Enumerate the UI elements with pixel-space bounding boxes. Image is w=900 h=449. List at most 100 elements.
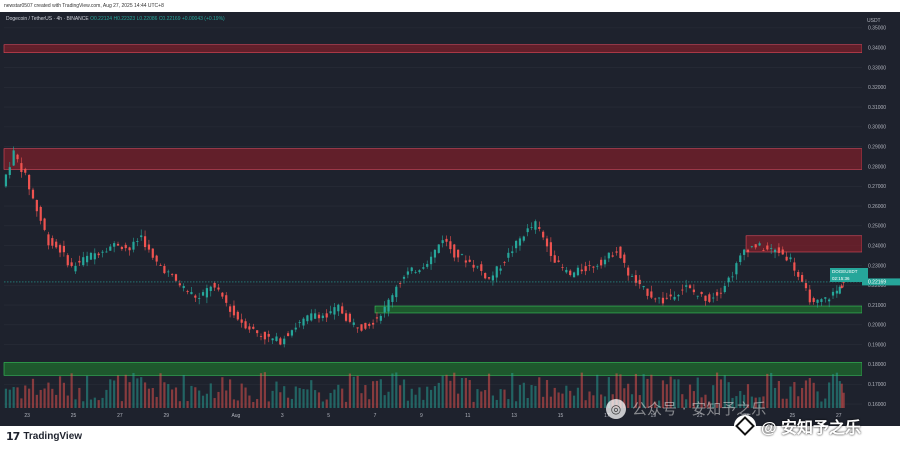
candle-body (750, 246, 753, 248)
candle-body (557, 260, 560, 262)
volume-bar (514, 401, 518, 408)
volume-bar (78, 387, 81, 408)
candle-body (840, 285, 843, 289)
candle-body (657, 297, 661, 299)
volume-bar (275, 381, 278, 408)
candle-body (816, 299, 819, 303)
volume-bar (290, 398, 294, 408)
candle-body (20, 163, 23, 173)
volume-bar (39, 389, 42, 408)
candle-body (789, 257, 792, 260)
candle-body (600, 259, 603, 266)
candle-body (797, 272, 800, 277)
candle-body (472, 264, 475, 268)
volume-bar (352, 376, 355, 408)
time-tick-label: 15 (558, 413, 564, 419)
volume-bar (712, 385, 715, 408)
volume-bar (360, 393, 363, 408)
change-value: +0.00043 (+0.19%) (181, 16, 225, 22)
candle-body (565, 269, 568, 273)
candle-body (294, 327, 297, 330)
price-axis-unit: USDT (867, 18, 881, 24)
candle-body (661, 297, 665, 304)
volume-bar (576, 387, 580, 408)
volume-bar (399, 385, 402, 408)
watermark-main-text: @ 安知予之乐 (761, 420, 862, 437)
candle-body (704, 295, 707, 301)
candlestick-chart[interactable]: USDT 0.16000 0.17000 0.18000 0.19000 0.20000 0… (0, 12, 900, 426)
volume-bar (445, 374, 448, 408)
volume-bar (812, 382, 815, 408)
candle-body (356, 327, 359, 329)
candle-body (171, 274, 174, 276)
volume-bar (565, 385, 568, 408)
candle-body (375, 317, 379, 319)
price-tick-label: 0.35000 (868, 26, 886, 32)
volume-bar (630, 394, 634, 408)
candle-body (793, 262, 796, 271)
candle-body (271, 338, 274, 341)
candle-body (82, 257, 85, 266)
candle-body (414, 272, 417, 273)
volume-bar (661, 380, 665, 408)
candle-body (429, 256, 433, 265)
candle-body (16, 154, 19, 160)
candle-body (182, 285, 185, 289)
candle-body (151, 248, 154, 258)
candle-body (491, 275, 495, 281)
candle-body (623, 254, 626, 263)
volume-bar (607, 377, 610, 408)
price-axis-bg (862, 12, 900, 426)
volume-bar (93, 397, 96, 408)
volume-bar (522, 382, 525, 408)
candle-body (723, 285, 726, 293)
time-tick-label: 21 (697, 413, 703, 419)
candle-body (743, 249, 746, 255)
candle-body (317, 314, 321, 319)
time-tick-label: 27 (117, 413, 123, 419)
price-tick-label: 0.29000 (868, 144, 886, 150)
candle-body (712, 297, 715, 299)
volume-bar (387, 391, 390, 408)
volume-bar (228, 379, 232, 408)
volume-bar (163, 382, 166, 408)
volume-bar (789, 386, 792, 408)
candle-body (364, 322, 367, 329)
volume-bar (225, 390, 228, 408)
candle-body (638, 279, 641, 285)
candle-body (136, 241, 139, 242)
volume-bar (256, 399, 259, 408)
chart-panel[interactable]: USDT 0.16000 0.17000 0.18000 0.19000 0.20000 0… (0, 12, 900, 426)
candle-body (627, 267, 630, 276)
volume-bar (754, 397, 757, 408)
candle-body (228, 306, 232, 312)
candle-body (205, 288, 209, 298)
candle-body (770, 248, 773, 249)
volume-bar (232, 399, 236, 408)
candle-body (828, 299, 831, 302)
candle-body (464, 260, 467, 263)
volume-bar (433, 386, 437, 408)
candle-body (708, 294, 711, 302)
candle-body (283, 338, 286, 345)
volume-bar (221, 377, 224, 408)
volume-bar (758, 397, 761, 408)
candle-body (105, 251, 108, 253)
candle-body (611, 255, 614, 257)
volume-bar (101, 397, 104, 408)
volume-bar (248, 395, 251, 408)
volume-bar (259, 373, 263, 408)
candle-body (159, 265, 162, 266)
price-tick-label: 0.30000 (868, 125, 886, 131)
volume-bar (526, 397, 529, 408)
volume-bar (371, 381, 375, 408)
volume-bar (395, 372, 398, 408)
volume-bar (294, 386, 297, 408)
candle-body (634, 275, 638, 283)
tradingview-brand[interactable]: 17 TradingView (6, 430, 82, 443)
volume-bar (178, 401, 181, 408)
candle-body (673, 296, 676, 300)
candle-body (70, 262, 73, 266)
candle-body (240, 319, 243, 323)
candle-body (337, 304, 340, 312)
